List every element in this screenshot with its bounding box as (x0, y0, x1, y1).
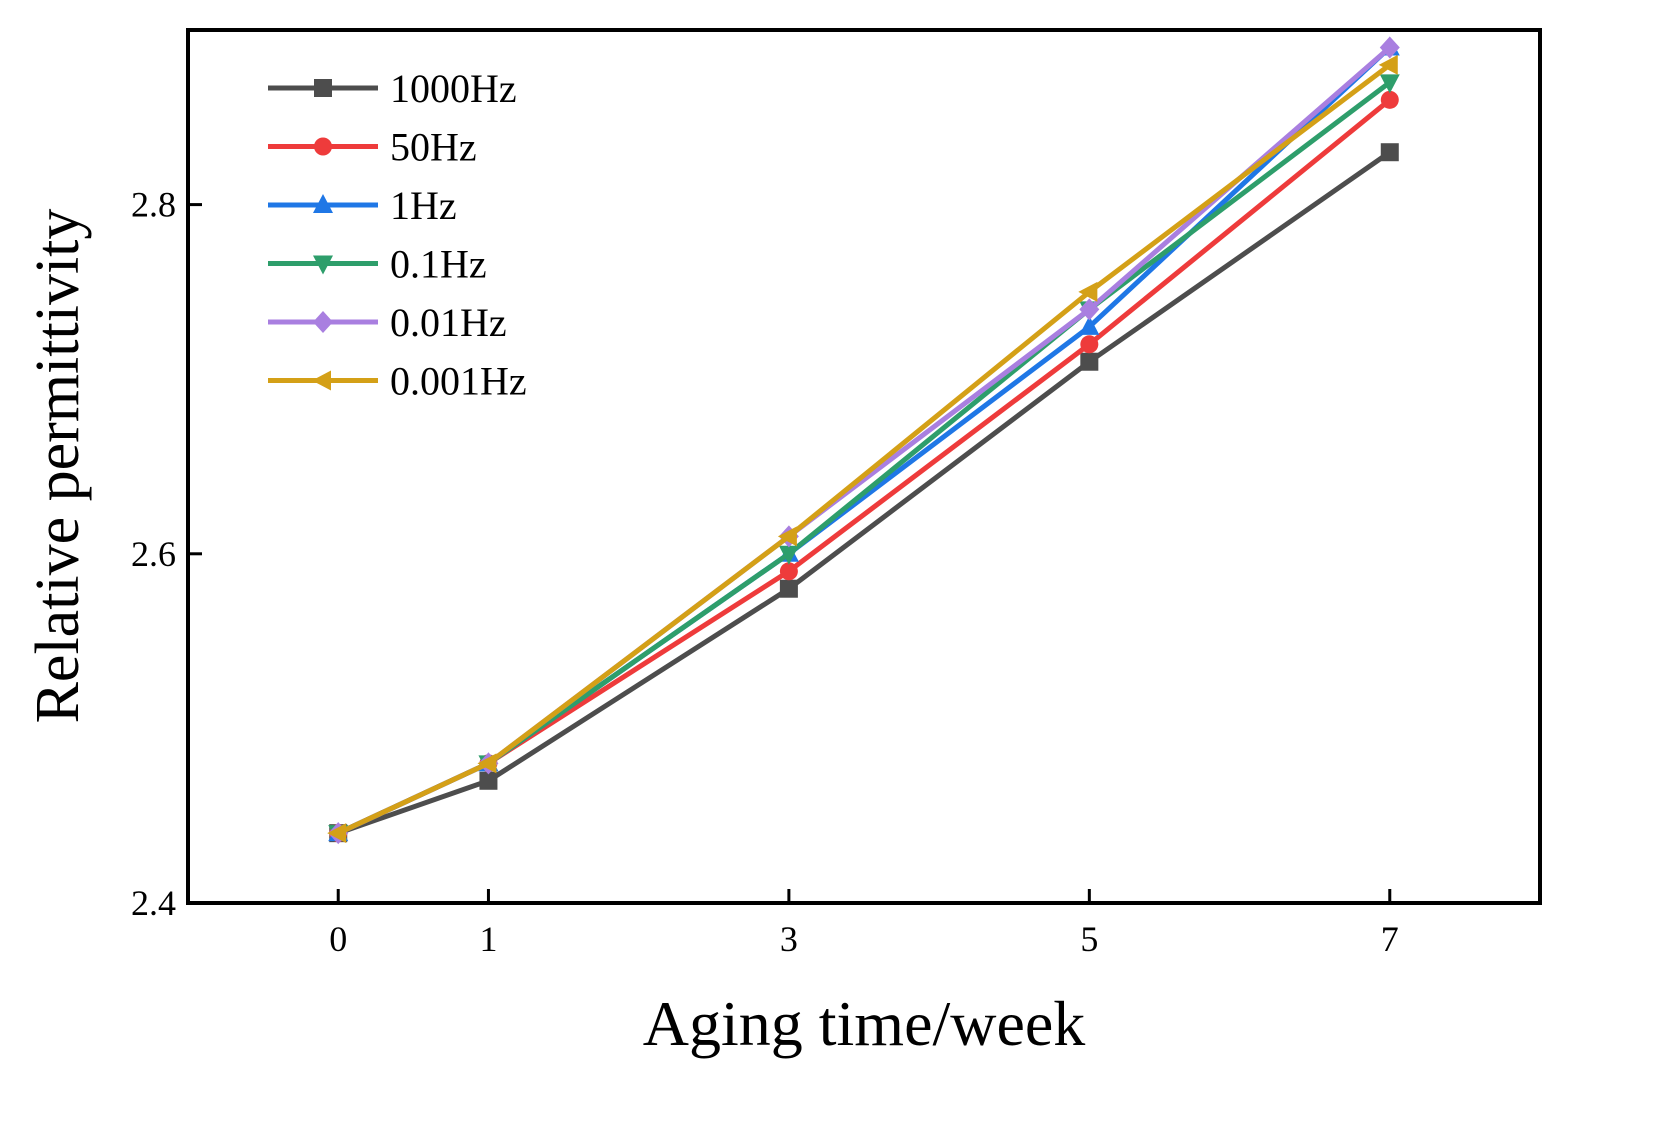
plot-frame (186, 28, 1542, 905)
data-point (1080, 352, 1099, 371)
data-point (777, 526, 797, 547)
x-axis-title: Aging time/week (643, 988, 1086, 1059)
legend-label: 1Hz (390, 183, 457, 228)
x-tick-label: 1 (479, 919, 497, 959)
legend-item: 1Hz (268, 183, 457, 228)
series-line (337, 45, 1392, 836)
data-point (479, 771, 498, 790)
legend: 1000Hz 50Hz 1Hz 0.1Hz 0.01Hz 0.001Hz (268, 66, 527, 404)
x-tick-label: 7 (1381, 919, 1399, 959)
y-tick-label: 2.6 (131, 534, 176, 574)
legend-marker (313, 194, 333, 213)
legend-label: 50Hz (390, 125, 477, 170)
series-0.01Hz (328, 36, 1400, 845)
legend-item: 0.001Hz (268, 359, 527, 404)
x-tick-label: 0 (329, 919, 347, 959)
x-tick-label: 5 (1080, 919, 1098, 959)
data-point (1379, 74, 1400, 94)
legend-label: 1000Hz (390, 66, 517, 111)
data-point (1079, 298, 1100, 321)
series-line (337, 62, 1392, 836)
data-point (327, 823, 347, 844)
data-point (477, 753, 497, 774)
series-layer (327, 36, 1400, 845)
legend-marker (313, 311, 333, 333)
y-tick-label: 2.8 (131, 185, 176, 225)
legend-marker (312, 370, 331, 391)
data-point (1380, 143, 1399, 162)
series-0.001Hz (327, 54, 1398, 844)
data-point (779, 579, 798, 598)
legend-item: 50Hz (268, 125, 477, 170)
legend-item: 0.01Hz (268, 300, 507, 345)
y-axis-title: Relative permittivity (24, 209, 92, 724)
legend-item: 0.1Hz (268, 242, 487, 287)
legend-marker (314, 79, 332, 97)
data-point (1379, 36, 1400, 59)
legend-label: 0.1Hz (390, 242, 487, 287)
legend-marker (314, 137, 332, 156)
x-axis: 0 1 3 5 7 (329, 889, 1399, 959)
data-point (779, 562, 798, 581)
legend-label: 0.01Hz (390, 300, 507, 345)
x-tick-label: 3 (780, 919, 798, 959)
y-axis: 2.4 2.6 2.8 (131, 185, 202, 923)
series-50Hz (329, 90, 1399, 843)
series-1Hz (328, 36, 1400, 842)
legend-label: 0.001Hz (390, 359, 527, 404)
series-line (337, 45, 1392, 836)
series-line (337, 97, 1392, 836)
data-point (1378, 54, 1398, 75)
data-point (1380, 90, 1399, 109)
data-point (1079, 315, 1100, 335)
y-tick-label: 2.4 (131, 883, 176, 923)
data-point (1078, 281, 1098, 302)
data-point (1080, 335, 1099, 354)
data-point (778, 545, 799, 565)
legend-marker (313, 255, 333, 275)
legend-item: 1000Hz (268, 66, 517, 111)
